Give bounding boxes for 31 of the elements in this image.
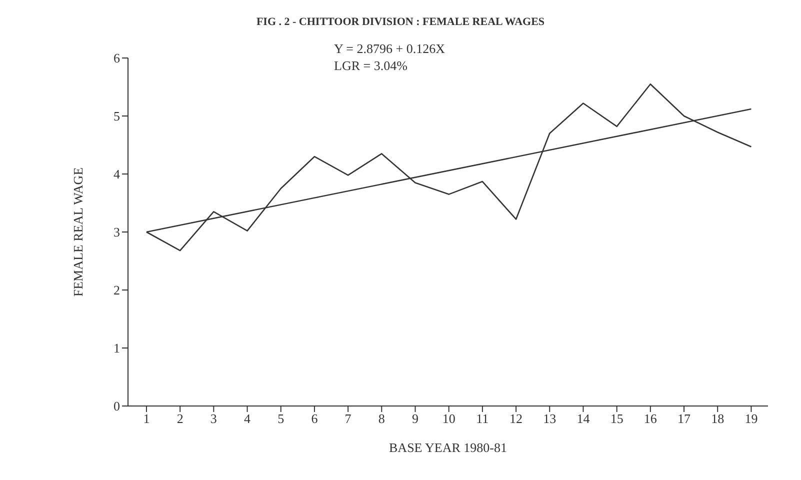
y-axis-title: FEMALE REAL WAGE xyxy=(70,167,86,297)
y-tick-label: 6 xyxy=(114,50,120,66)
annotation: LGR = 3.04% xyxy=(334,57,408,74)
x-axis-title: BASE YEAR 1980-81 xyxy=(389,440,507,455)
y-tick-label: 3 xyxy=(114,224,120,240)
x-tick-label: 15 xyxy=(610,411,624,426)
x-tick-label: 11 xyxy=(476,411,489,426)
y-tick-label: 2 xyxy=(114,282,120,298)
x-tick-label: 18 xyxy=(711,411,724,426)
x-tick-label: 3 xyxy=(210,411,217,426)
y-tick-label: 4 xyxy=(114,166,120,182)
x-tick-label: 6 xyxy=(311,411,318,426)
y-tick-label: 0 xyxy=(114,398,120,414)
x-tick-label: 9 xyxy=(412,411,418,426)
y-tick-label: 1 xyxy=(114,340,120,356)
x-tick-label: 7 xyxy=(344,411,352,426)
chart-title: FIG . 2 - CHITTOOR DIVISION : FEMALE REAL WAGES xyxy=(255,16,546,28)
x-tick-label: 1 xyxy=(143,411,150,426)
x-tick-label: 16 xyxy=(644,411,658,426)
x-tick-label: 2 xyxy=(176,411,184,426)
x-tick-label: 19 xyxy=(744,411,758,426)
x-tick-label: 17 xyxy=(678,411,692,426)
x-tick-label: 14 xyxy=(576,411,590,426)
y-tick-label: 5 xyxy=(114,108,120,124)
text: Y = 2.8796 + 0.126X xyxy=(334,40,445,57)
x-tick-label: 13 xyxy=(543,411,556,426)
x-tick-label: 12 xyxy=(510,411,523,426)
x-tick-label: 5 xyxy=(278,411,284,426)
x-tick-label: 10 xyxy=(442,411,456,426)
x-tick-label: 4 xyxy=(244,411,252,426)
x-tick-label: 8 xyxy=(378,411,385,426)
